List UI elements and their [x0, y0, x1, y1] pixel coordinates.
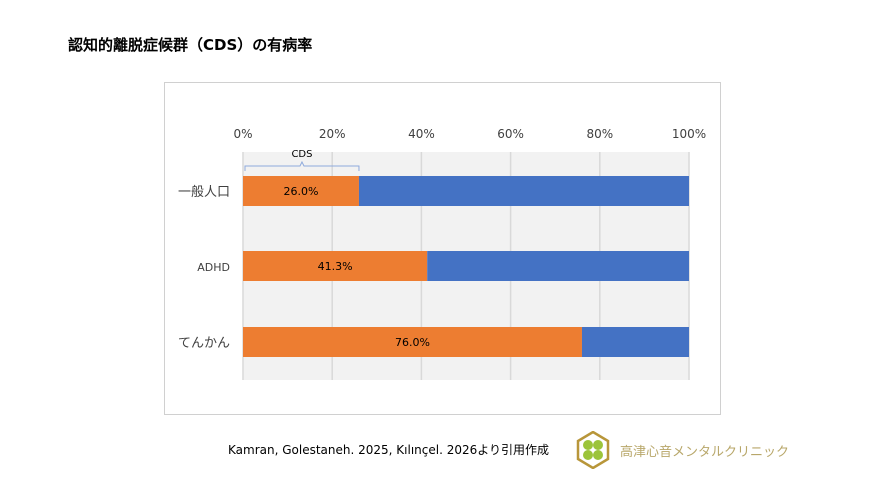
x-tick-label: 20%	[319, 127, 346, 141]
citation: Kamran, Golestaneh. 2025, Kılınçel. 2026…	[228, 443, 550, 457]
bar-segment	[243, 251, 428, 281]
bar-segment	[358, 176, 689, 206]
data-label: 41.3%	[318, 260, 353, 273]
bar-segment	[581, 327, 689, 357]
bar-segment	[243, 176, 359, 206]
x-tick-label: 40%	[408, 127, 435, 141]
chart-frame	[164, 82, 721, 415]
category-label: 一般人口	[178, 184, 230, 200]
annotation-bracket	[244, 160, 360, 171]
annotation-label: CDS	[291, 149, 312, 160]
page-title: 認知的離脱症候群（CDS）の有病率	[68, 36, 313, 54]
data-label: 26.0%	[284, 185, 319, 198]
x-tick-label: 100%	[672, 127, 706, 141]
bar-segment	[243, 327, 582, 357]
category-label: てんかん	[178, 336, 230, 351]
category-label: ADHD	[197, 261, 230, 274]
x-tick-label: 60%	[497, 127, 524, 141]
x-tick-label: 80%	[586, 127, 613, 141]
data-label: 76.0%	[395, 336, 430, 349]
x-tick-label: 0%	[233, 127, 252, 141]
clinic-logo-icon	[576, 431, 610, 469]
bar-segment	[427, 251, 689, 281]
clinic-name: 高津心音メンタルクリニック	[620, 445, 790, 460]
